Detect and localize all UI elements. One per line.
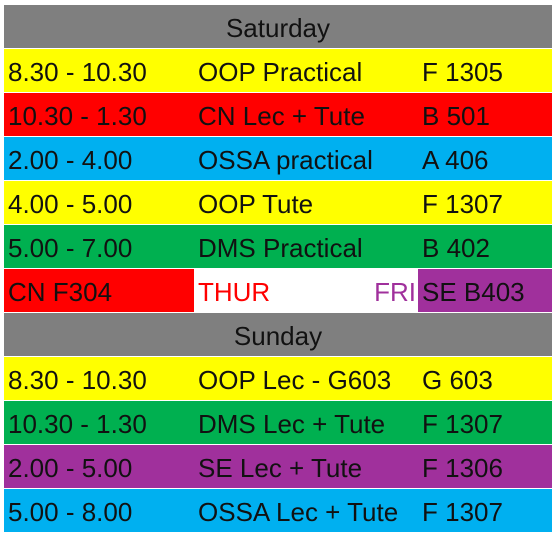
thur-label: THUR [198,277,271,307]
cn-room-text: CN F304 [8,277,113,307]
room-cell: A 406 [422,145,489,175]
saturday-row: 10.30 - 1.30 CN Lec + Tute B 501 [4,93,552,137]
se-room-text: SE B403 [422,277,525,307]
room-cell: B 402 [422,233,490,263]
time-cell: 5.00 - 7.00 [8,233,133,263]
room-cell: F 1305 [422,57,503,87]
time-cell: 8.30 - 10.30 [8,57,147,87]
time-cell: 8.30 - 10.30 [8,365,147,395]
sunday-title: Sunday [233,321,323,351]
time-cell: 10.30 - 1.30 [8,409,147,439]
room-cell: B 501 [422,101,490,131]
sunday-row: 5.00 - 8.00 OSSA Lec + Tute F 1307 [4,489,552,533]
subject-cell: OOP Tute [198,189,314,219]
time-cell: 5.00 - 8.00 [8,497,133,527]
weekday-row: CN F304 THUR FRI SE B403 [4,269,552,313]
weekday-left-segment: CN F304 [4,269,194,312]
subject-cell: OOP Practical [198,57,363,87]
sunday-row: 8.30 - 10.30 OOP Lec - G603 G 603 [4,357,552,401]
subject-cell: CN Lec + Tute [198,101,365,131]
room-cell: F 1307 [422,189,503,219]
room-cell: G 603 [422,365,493,395]
weekday-mid-segment: THUR FRI [194,269,418,312]
room-cell: F 1307 [422,409,503,439]
time-cell: 2.00 - 5.00 [8,453,133,483]
room-cell: F 1307 [422,497,503,527]
sunday-row: 2.00 - 5.00 SE Lec + Tute F 1306 [4,445,552,489]
saturday-header: Saturday [4,5,552,49]
time-cell: 2.00 - 4.00 [8,145,133,175]
subject-cell: DMS Practical [198,233,363,263]
subject-cell: OSSA Lec + Tute [198,497,399,527]
subject-cell: OSSA practical [198,145,373,175]
saturday-title: Saturday [225,13,331,43]
fri-label: FRI [374,277,416,307]
sunday-header: Sunday [4,313,552,357]
saturday-row: 2.00 - 4.00 OSSA practical A 406 [4,137,552,181]
subject-cell: OOP Lec - G603 [198,365,392,395]
saturday-row: 4.00 - 5.00 OOP Tute F 1307 [4,181,552,225]
time-cell: 10.30 - 1.30 [8,101,147,131]
subject-cell: SE Lec + Tute [198,453,363,483]
saturday-row: 5.00 - 7.00 DMS Practical B 402 [4,225,552,269]
time-cell: 4.00 - 5.00 [8,189,133,219]
weekday-right-segment: SE B403 [418,269,552,312]
room-cell: F 1306 [422,453,503,483]
saturday-row: 8.30 - 10.30 OOP Practical F 1305 [4,49,552,93]
timetable-sheet: Saturday 8.30 - 10.30 OOP Practical F 13… [4,5,552,533]
sunday-row: 10.30 - 1.30 DMS Lec + Tute F 1307 [4,401,552,445]
subject-cell: DMS Lec + Tute [198,409,386,439]
